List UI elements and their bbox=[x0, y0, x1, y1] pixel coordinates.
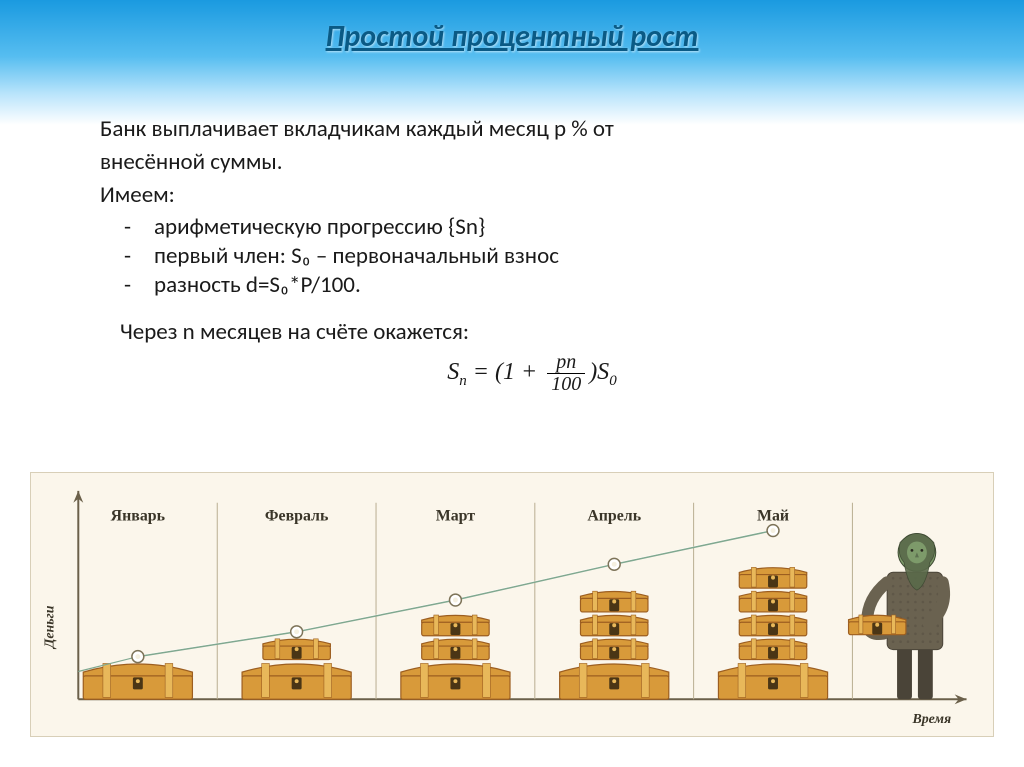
bullet-3: разность d=S₀*P/100. bbox=[154, 271, 361, 300]
bullet-list: -арифметическую прогрессию {Sn} -первый … bbox=[124, 213, 964, 299]
formula: Sn = (1 + pn100)S0 bbox=[100, 352, 964, 395]
intro-line-1: Банк выплачивает вкладчикам каждый месяц… bbox=[100, 115, 964, 144]
formula-intro: Через n месяцев на счёте окажется: bbox=[120, 318, 964, 347]
content-block: Банк выплачивает вкладчикам каждый месяц… bbox=[100, 115, 964, 395]
svg-text:Апрель: Апрель bbox=[587, 508, 641, 525]
svg-text:Февраль: Февраль bbox=[265, 508, 328, 525]
bullet-1: арифметическую прогрессию {Sn} bbox=[154, 213, 485, 242]
svg-text:Январь: Январь bbox=[111, 508, 165, 525]
svg-text:Март: Март bbox=[436, 508, 476, 525]
intro-line-2: внесённой суммы. bbox=[100, 148, 964, 177]
svg-text:Деньги: Деньги bbox=[42, 605, 57, 650]
growth-chart: Январь Февраль Март Апрель Май Деньги Время bbox=[30, 472, 994, 737]
svg-text:Май: Май bbox=[757, 508, 789, 525]
have-line: Имеем: bbox=[100, 181, 964, 210]
svg-text:Время: Время bbox=[911, 712, 951, 727]
bullet-2: первый член: S₀ – первоначальный взнос bbox=[154, 242, 559, 271]
slide-title: Простой процентный рост bbox=[0, 18, 1024, 55]
